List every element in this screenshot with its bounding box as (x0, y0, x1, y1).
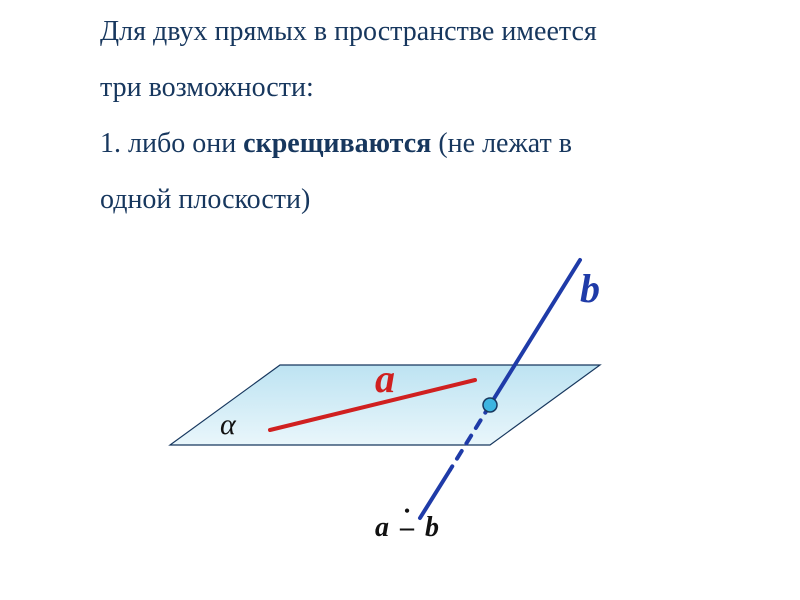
label-a: a (375, 355, 395, 402)
skew-lines-diagram: b a α a • – b (140, 250, 660, 590)
label-b: b (580, 265, 600, 312)
intersection-point (483, 398, 497, 412)
formula-a: a (375, 512, 389, 543)
line-b-bottom (420, 470, 450, 518)
text-line-2: три возможности: (100, 72, 314, 103)
slide-text: Для двух прямых в пространстве имеется т… (100, 4, 740, 228)
skew-formula: a • – b (375, 512, 439, 544)
text-line-1: Для двух прямых в пространстве имеется (100, 16, 597, 47)
formula-b: b (425, 512, 439, 543)
text-line-3c: (не лежат в (431, 128, 572, 159)
text-line-4: одной плоскости) (100, 184, 310, 215)
skew-symbol-dot: • (404, 504, 410, 520)
skew-symbol: • – (400, 512, 414, 544)
text-line-3b: скрещиваются (243, 128, 431, 159)
slide: Для двух прямых в пространстве имеется т… (0, 0, 800, 600)
label-alpha: α (220, 408, 236, 442)
text-line-3a: 1. либо они (100, 128, 243, 159)
